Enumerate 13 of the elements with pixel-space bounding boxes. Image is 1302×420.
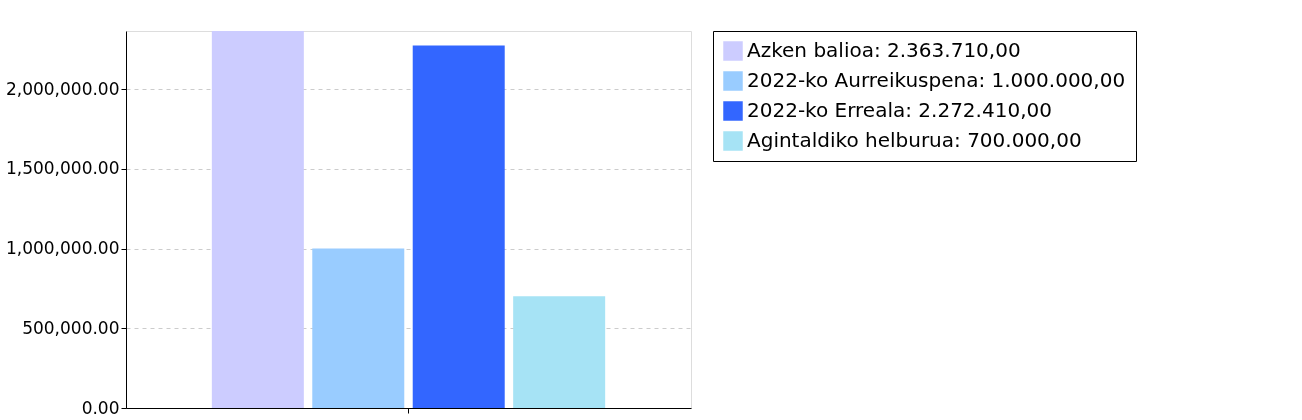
y-tick-label: 500,000.00 <box>22 317 120 338</box>
bar <box>211 31 304 408</box>
y-tick-label: 2,000,000.00 <box>5 78 120 99</box>
y-tick-label: 1,500,000.00 <box>5 158 120 179</box>
bar <box>312 248 405 408</box>
bar <box>412 45 505 408</box>
legend-label: Agintaldiko helburua: 700.000,00 <box>747 128 1082 152</box>
legend-label: 2022-ko Erreala: 2.272.410,00 <box>747 98 1052 122</box>
y-tick-label: 1,000,000.00 <box>5 238 120 258</box>
y-tick-label: 0.00 <box>81 397 120 418</box>
legend-label: 2022-ko Aurreikuspena: 1.000.000,00 <box>747 68 1126 92</box>
bar <box>513 296 606 408</box>
legend-label: Azken balioa: 2.363.710,00 <box>747 38 1021 62</box>
